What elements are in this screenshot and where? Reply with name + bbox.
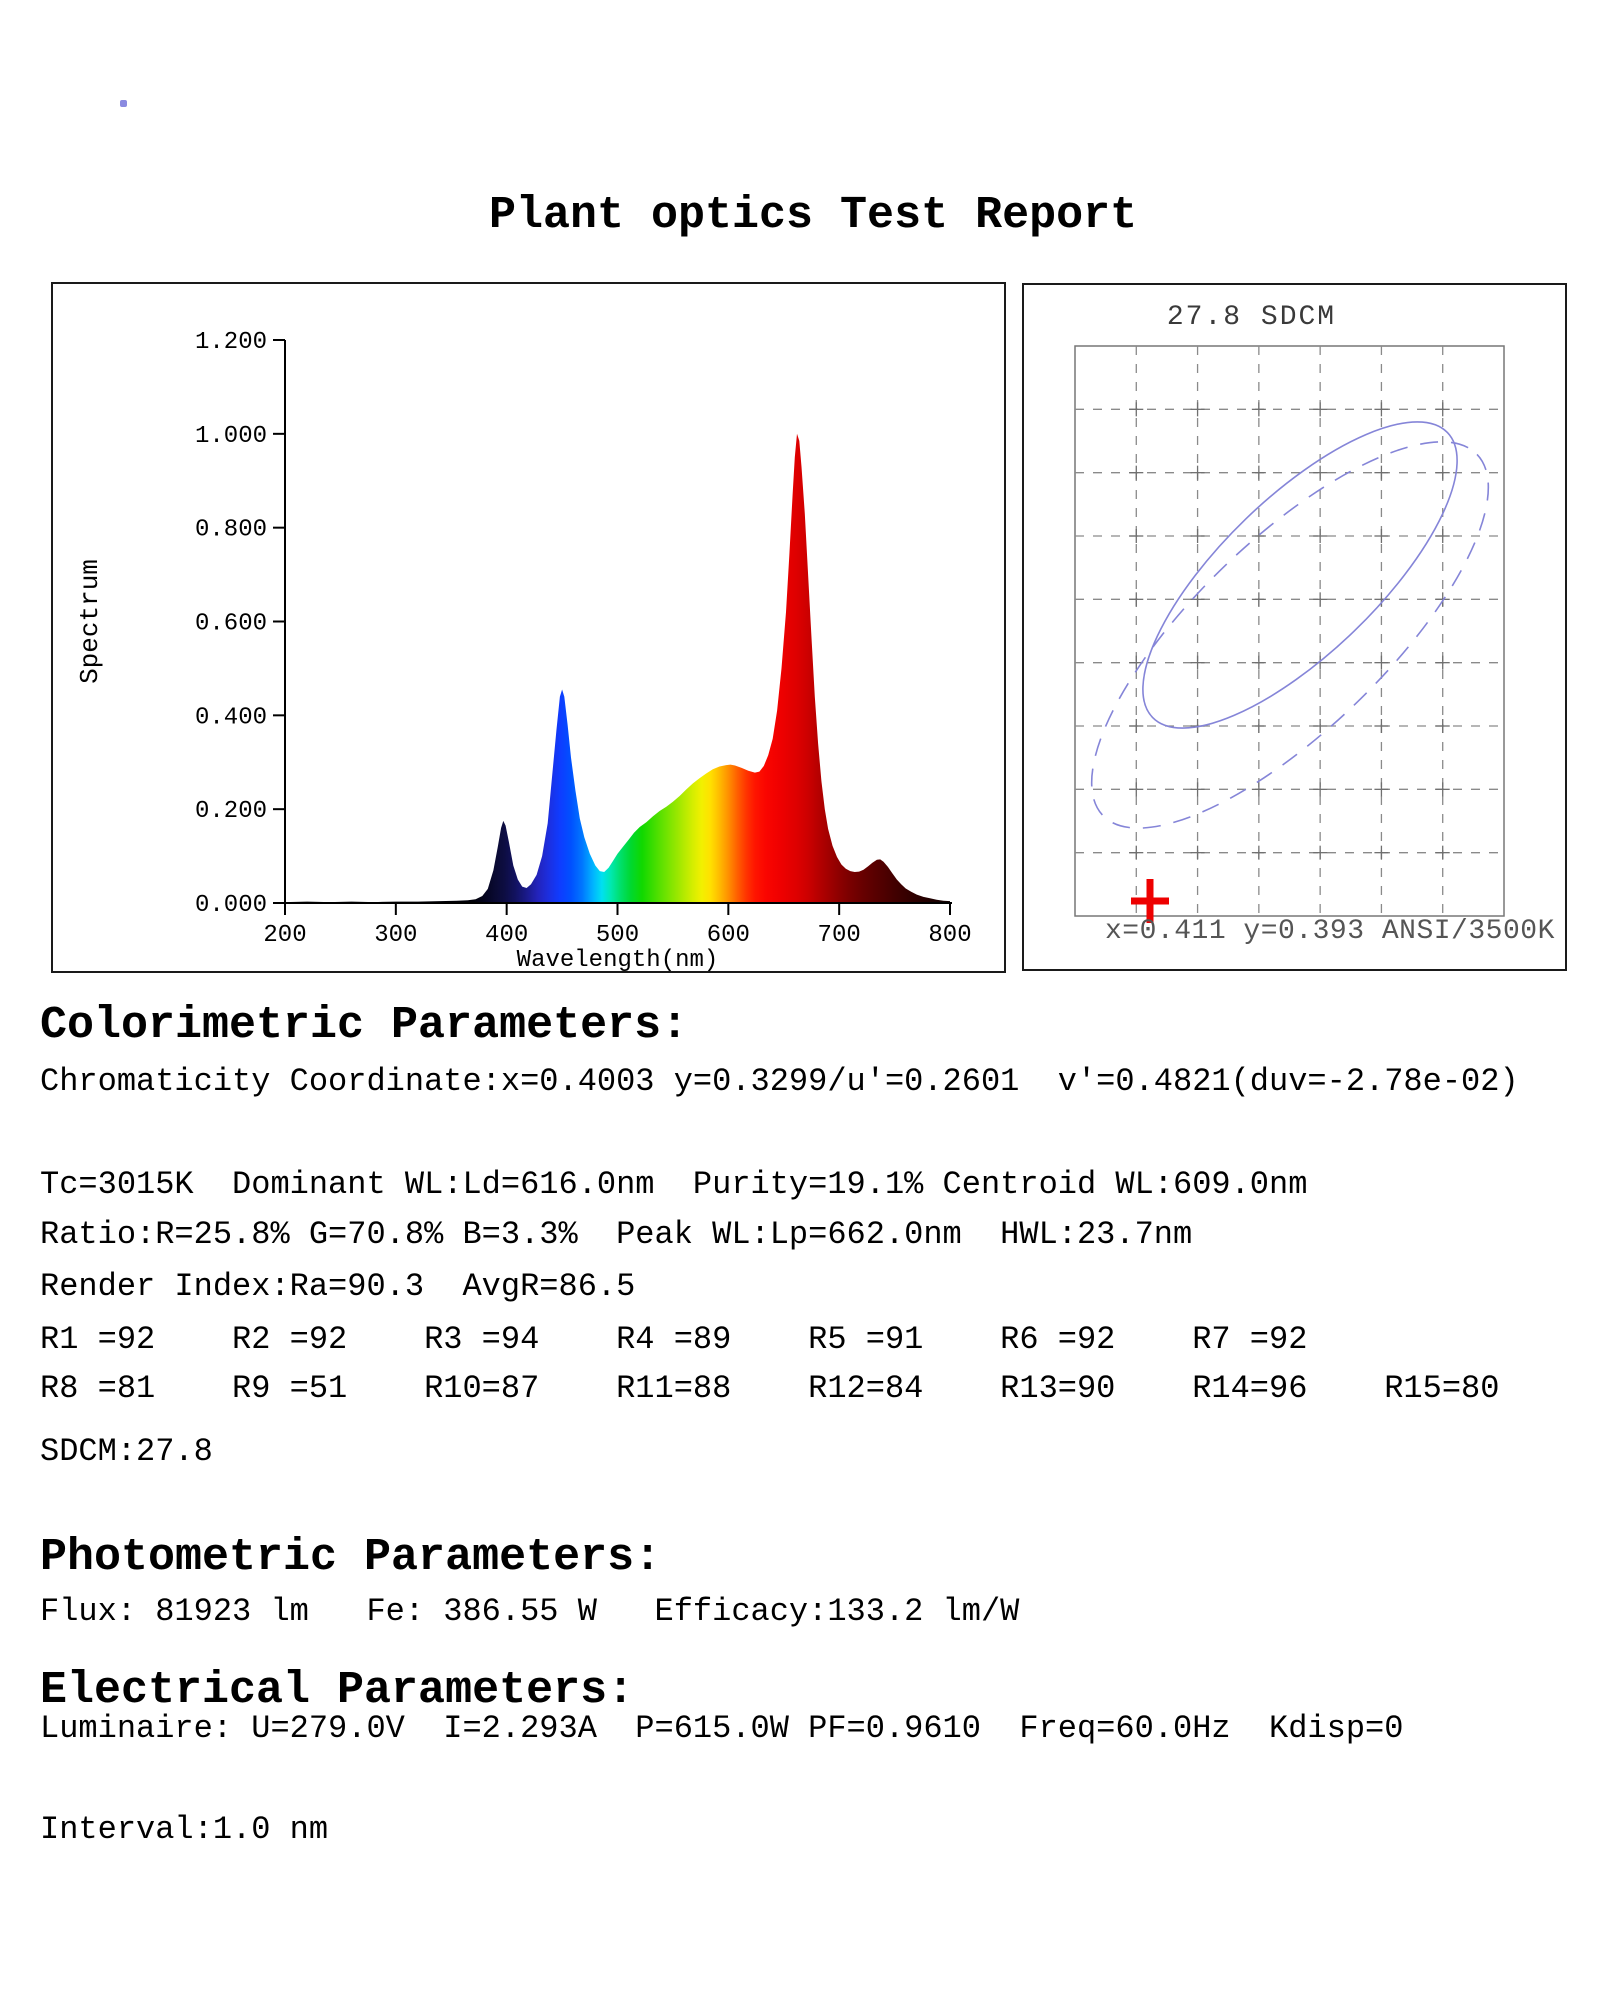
sdcm-panel: 27.8 SDCM x=0.411 y=0.393 ANSI/3500K: [1022, 283, 1567, 971]
chromaticity-line: Chromaticity Coordinate:x=0.4003 y=0.329…: [40, 1063, 1519, 1100]
x-tick-label: 700: [818, 922, 861, 949]
x-tick-label: 300: [374, 922, 417, 949]
y-tick-label: 0.400: [195, 704, 267, 731]
report-title: Plant optics Test Report: [489, 190, 1138, 241]
y-tick-label: 0.800: [195, 517, 267, 544]
interval-line: Interval:1.0 nm: [40, 1811, 329, 1848]
sdcm-tolerance-ellipse-solid: [1142, 421, 1458, 729]
sdcm-title: 27.8 SDCM: [1167, 302, 1336, 333]
tc-line: Tc=3015K Dominant WL:Ld=616.0nm Purity=1…: [40, 1166, 1308, 1203]
x-tick-label: 500: [596, 922, 639, 949]
x-tick-label: 200: [263, 922, 306, 949]
spectrum-area: [285, 433, 950, 903]
sdcm-line: SDCM:27.8: [40, 1433, 213, 1470]
spectrum-panel: 0.000 0.200 0.400 0.600 0.800 1.000 1.200 200 30…: [51, 282, 1006, 974]
y-tick-label: 0.000: [195, 892, 267, 919]
y-tick-label: 0.200: [195, 798, 267, 825]
ratio-line: Ratio:R=25.8% G=70.8% B=3.3% Peak WL:Lp=…: [40, 1216, 1193, 1253]
spectrum-panel-frame: [51, 282, 1006, 973]
sdcm-annotation: x=0.411 y=0.393 ANSI/3500K: [1105, 916, 1555, 947]
sdcm-panel-frame: [1022, 283, 1567, 971]
x-tick-label: 800: [928, 922, 971, 949]
x-tick-label: 400: [485, 922, 528, 949]
luminaire-line: Luminaire: U=279.0V I=2.293A P=615.0W PF…: [40, 1710, 1404, 1747]
x-axis-title: Wavelength(nm): [517, 947, 719, 974]
y-tick-label: 0.600: [195, 611, 267, 638]
colorimetric-heading: Colorimetric Parameters:: [40, 1000, 689, 1051]
render-index-line: Render Index:Ra=90.3 AvgR=86.5: [40, 1268, 636, 1305]
electrical-heading: Electrical Parameters:: [40, 1665, 635, 1716]
y-tick-label: 1.000: [195, 423, 267, 450]
stray-dot: [120, 100, 127, 107]
photometric-heading: Photometric Parameters:: [40, 1532, 662, 1583]
x-tick-label: 600: [707, 922, 750, 949]
cri-row-1: R1 =92 R2 =92 R3 =94 R4 =89 R5 =91 R6 =9…: [40, 1321, 1308, 1358]
y-axis-title: Spectrum: [75, 559, 105, 684]
sdcm-plot-frame: [1074, 345, 1505, 917]
flux-line: Flux: 81923 lm Fe: 386.55 W Efficacy:133…: [40, 1593, 1020, 1630]
sdcm-tolerance-ellipse-dashed: [1090, 441, 1490, 829]
cri-row-2: R8 =81 R9 =51 R10=87 R11=88 R12=84 R13=9…: [40, 1370, 1500, 1407]
y-tick-label: 1.200: [195, 329, 267, 356]
